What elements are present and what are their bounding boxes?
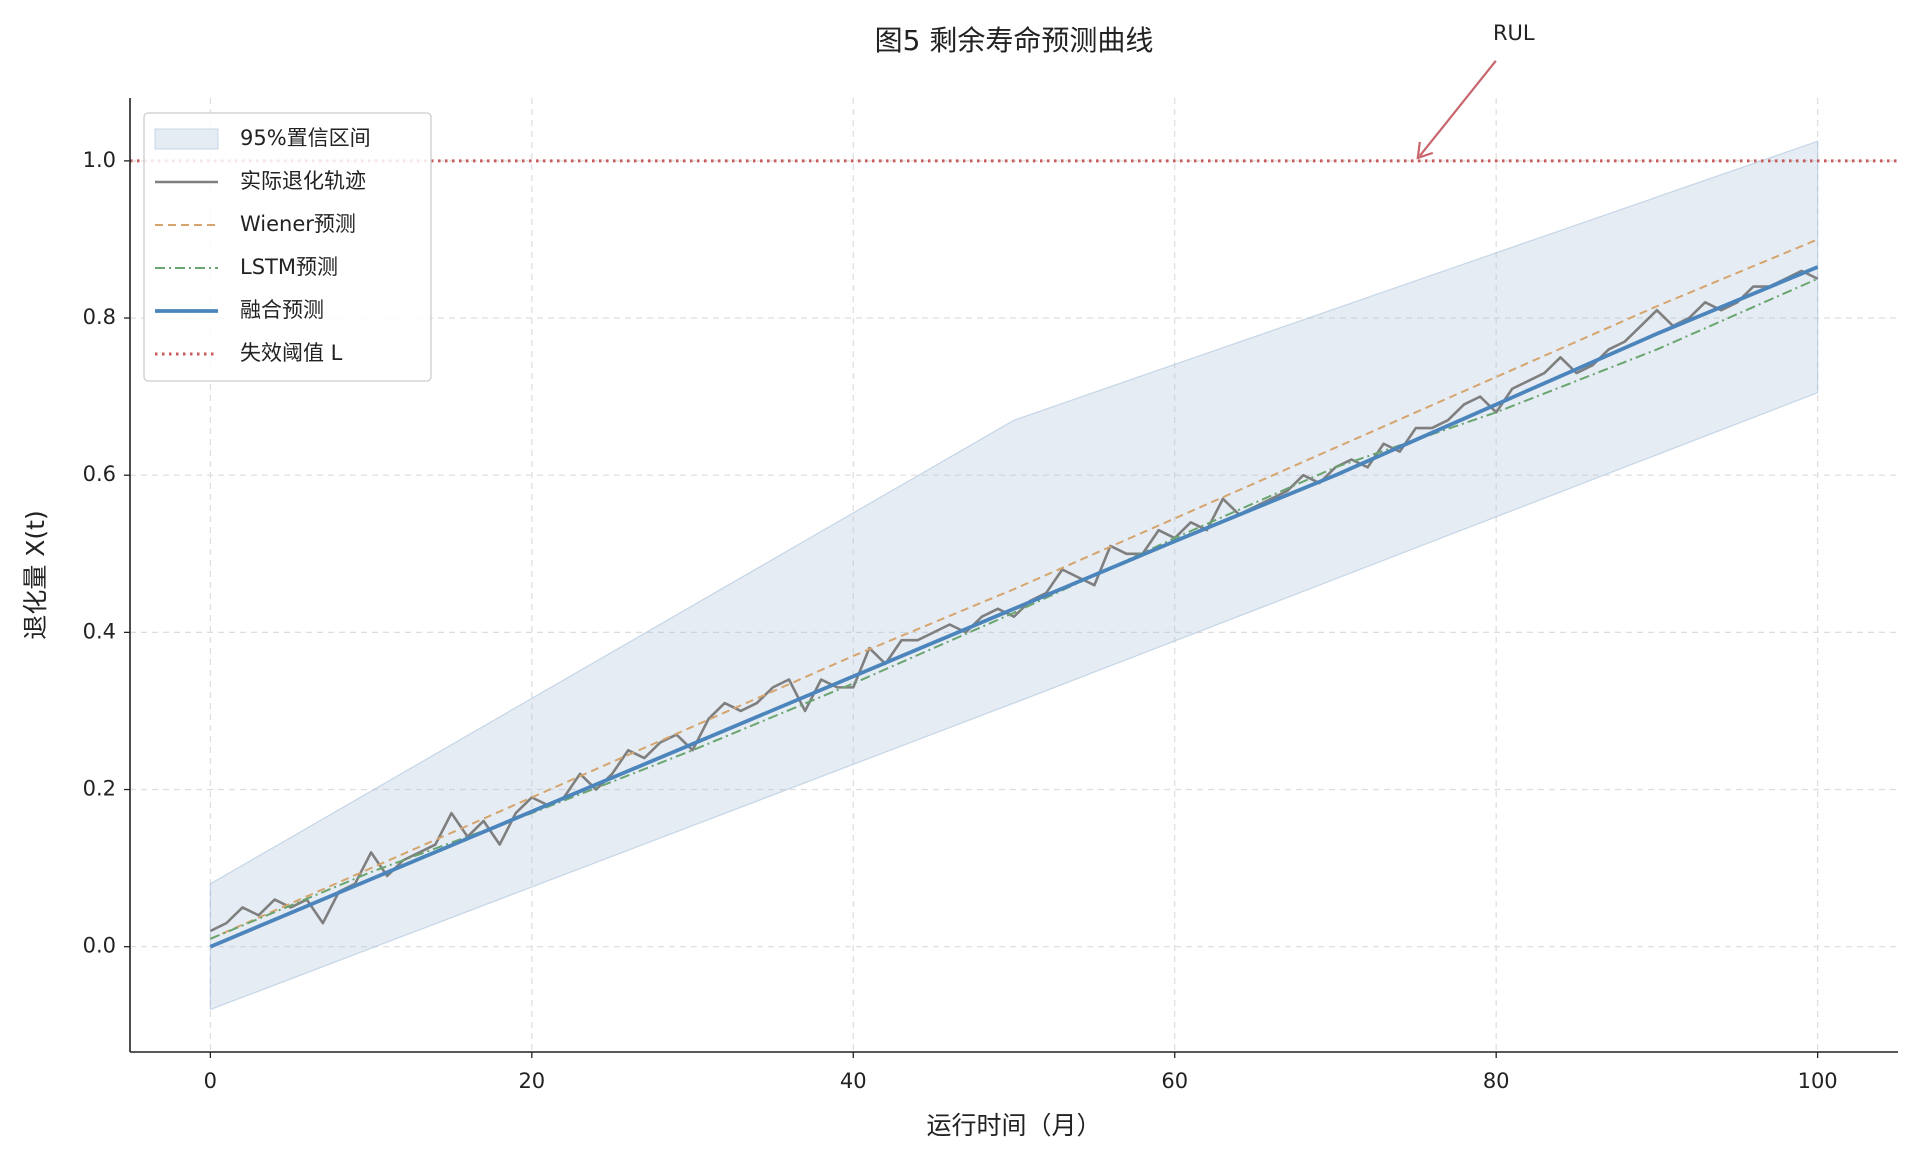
y-tick-label: 0.0: [83, 934, 116, 958]
x-tick-label: 20: [518, 1069, 545, 1093]
x-tick-label: 0: [204, 1069, 217, 1093]
x-tick-label: 100: [1798, 1069, 1838, 1093]
y-tick-label: 0.6: [83, 462, 116, 486]
series-line: [209, 269, 1819, 933]
x-tick-label: 40: [840, 1069, 867, 1093]
legend-box: [143, 112, 432, 382]
y-tick-label: 0.2: [83, 777, 116, 801]
legend-swatch: [154, 128, 219, 150]
y-axis-label: 退化量 X(t): [21, 510, 50, 639]
annotation-text: RUL: [1493, 21, 1535, 45]
series-line: [209, 265, 1819, 949]
annotation-arrowhead: [1416, 141, 1434, 160]
y-tick-label: 1.0: [83, 148, 116, 172]
legend-label: 95%置信区间: [240, 126, 371, 150]
y-tick-label: 0.8: [83, 305, 116, 329]
x-axis-label: 运行时间（月）: [926, 1111, 1101, 1140]
legend-label: 实际退化轨迹: [240, 169, 366, 193]
annotation-arrow: [1418, 60, 1497, 157]
y-tick-label: 0.4: [83, 619, 116, 643]
series-line: [209, 238, 1819, 940]
legend-label: Wiener预测: [240, 212, 356, 236]
x-tick-label: 80: [1483, 1069, 1510, 1093]
chart-title: 图5 剩余寿命预测曲线: [875, 24, 1154, 57]
legend-label: 失效阈值 L: [240, 341, 343, 365]
legend-label: 融合预测: [240, 298, 324, 322]
x-tick-label: 60: [1161, 1069, 1188, 1093]
confidence-band: [209, 140, 1819, 1011]
legend-label: LSTM预测: [240, 255, 338, 279]
